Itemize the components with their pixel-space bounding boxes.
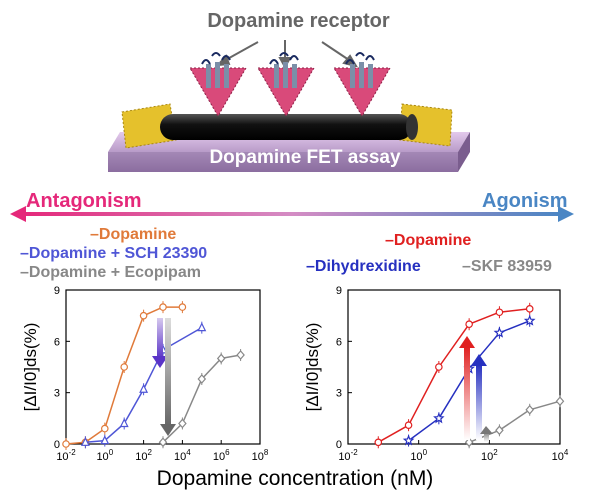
- chart-agonism: 0 3 6 9 10-2 100 102 104 [ΔI/I0]ds(%): [303, 285, 569, 463]
- x-tick-label: 100: [410, 448, 427, 463]
- y-tick-label: 3: [336, 388, 342, 400]
- plot-frame: [347, 289, 561, 445]
- legend-left-item-1: –Dopamine: [90, 226, 176, 244]
- legend-label: SKF 83959: [470, 258, 552, 275]
- data-point: [101, 424, 109, 433]
- data-point: [493, 326, 506, 338]
- data-point: [178, 418, 187, 429]
- assay-label: Dopamine FET assay: [209, 147, 401, 168]
- data-point: [197, 322, 207, 332]
- x-tick-label: 102: [135, 448, 152, 463]
- data-point: [402, 434, 415, 446]
- data-point: [464, 437, 474, 448]
- legend-dash: –: [462, 258, 471, 275]
- legend-left-item-2: –Dopamine + SCH 23390: [20, 245, 207, 263]
- x-tick-label: 10-2: [56, 448, 76, 463]
- dopamine-up-arrow: [464, 346, 470, 440]
- dihydrexidine-up-arrow: [476, 364, 482, 440]
- legend-dash: –: [385, 232, 394, 249]
- y-tick-label: 0: [54, 439, 60, 451]
- data-point: [139, 311, 148, 320]
- data-point: [433, 412, 445, 424]
- x-tick-label: 104: [552, 448, 569, 463]
- y-tick-label: 3: [54, 388, 60, 400]
- data-point: [80, 436, 90, 446]
- ecopipam-shift-arrow: [165, 318, 171, 426]
- skf-up-arrow: [484, 432, 489, 442]
- legend-dash: –: [20, 245, 29, 262]
- data-point: [465, 320, 473, 329]
- chart-antagonism: 0 3 6 9 10-2 100 102 104 106 108 [ΔI/I0]ds(%): [21, 285, 269, 463]
- receptor-vesicle-2: [257, 52, 315, 117]
- data-point: [525, 305, 534, 313]
- x-tick-label: 104: [174, 448, 191, 463]
- y-tick-label: 6: [54, 336, 60, 348]
- data-point: [216, 353, 226, 364]
- data-point: [159, 303, 167, 311]
- series-line: [377, 308, 530, 443]
- legend-right-item-2: –Dihydrexidine: [306, 258, 421, 276]
- y-tick-label: 9: [336, 285, 342, 297]
- legend-label: Dopamine: [393, 232, 472, 249]
- legend-dash: –: [90, 226, 99, 243]
- y-tick-label: 6: [336, 336, 342, 348]
- data-point: [374, 438, 383, 447]
- x-tick-label: 100: [96, 448, 113, 463]
- data-point: [236, 350, 245, 360]
- data-point: [62, 440, 70, 448]
- sch-shift-arrow: [157, 318, 163, 358]
- receptor-vesicle-3: [333, 52, 391, 117]
- data-point: [139, 383, 149, 393]
- y-tick-label: 9: [54, 285, 60, 297]
- antagonism-agonism-arrow: [10, 206, 574, 222]
- data-point: [495, 425, 504, 436]
- x-tick-label: 106: [213, 448, 230, 463]
- data-point: [119, 418, 129, 428]
- legend-label: Dopamine: [98, 226, 177, 243]
- data-point: [178, 303, 187, 311]
- legend-label: Dihydrexidine: [314, 258, 421, 275]
- legend-dash: –: [20, 264, 29, 281]
- data-point: [495, 308, 504, 317]
- x-tick-label: 102: [481, 448, 498, 463]
- legend-left-item-3: –Dopamine + Ecopipam: [20, 264, 201, 282]
- data-point: [158, 437, 168, 448]
- data-point: [523, 314, 536, 326]
- y-tick-label: 0: [336, 439, 342, 451]
- y-axis-title: [ΔI/I0]ds(%): [21, 323, 40, 412]
- series-line: [162, 354, 241, 443]
- series-line: [468, 400, 561, 443]
- receptor-vesicle-1: [189, 52, 247, 117]
- nanotube-channel: [160, 114, 418, 140]
- data-point: [100, 435, 110, 445]
- shift-arrows: [152, 318, 493, 442]
- data-point: [404, 421, 413, 429]
- data-point: [197, 374, 207, 384]
- x-axis-title: Dopamine concentration (nM): [156, 467, 434, 490]
- data-point: [525, 404, 535, 415]
- data-point: [435, 363, 443, 371]
- legend-right-item-3: –SKF 83959: [462, 258, 552, 276]
- receptor-vesicles: [189, 52, 391, 117]
- data-point: [555, 396, 565, 407]
- antagonism-label: Antagonism: [26, 190, 142, 212]
- figure-title: Dopamine receptor: [207, 10, 390, 32]
- legend-right-item-1: –Dopamine: [385, 232, 471, 250]
- agonism-label: Agonism: [482, 190, 568, 212]
- legend-dash: –: [306, 258, 315, 275]
- legend-label: Dopamine + Ecopipam: [28, 264, 201, 281]
- data-point: [120, 363, 129, 371]
- x-tick-label: 10-2: [338, 448, 358, 463]
- y-axis-title: [ΔI/I0]ds(%): [303, 323, 322, 412]
- x-tick-label: 108: [252, 448, 269, 463]
- legend-label: Dopamine + SCH 23390: [28, 245, 208, 262]
